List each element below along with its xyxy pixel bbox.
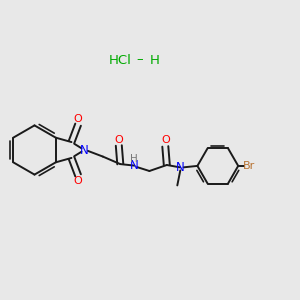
Text: H: H: [130, 154, 138, 164]
Text: HCl: HCl: [109, 53, 131, 67]
Text: N: N: [80, 143, 89, 157]
Text: O: O: [74, 176, 82, 186]
Text: N: N: [176, 161, 185, 174]
Text: H: H: [150, 53, 159, 67]
Text: –: –: [136, 53, 143, 67]
Text: Br: Br: [243, 161, 255, 171]
Text: O: O: [114, 134, 123, 145]
Text: O: O: [74, 114, 82, 124]
Text: O: O: [161, 135, 170, 146]
Text: N: N: [129, 159, 138, 172]
